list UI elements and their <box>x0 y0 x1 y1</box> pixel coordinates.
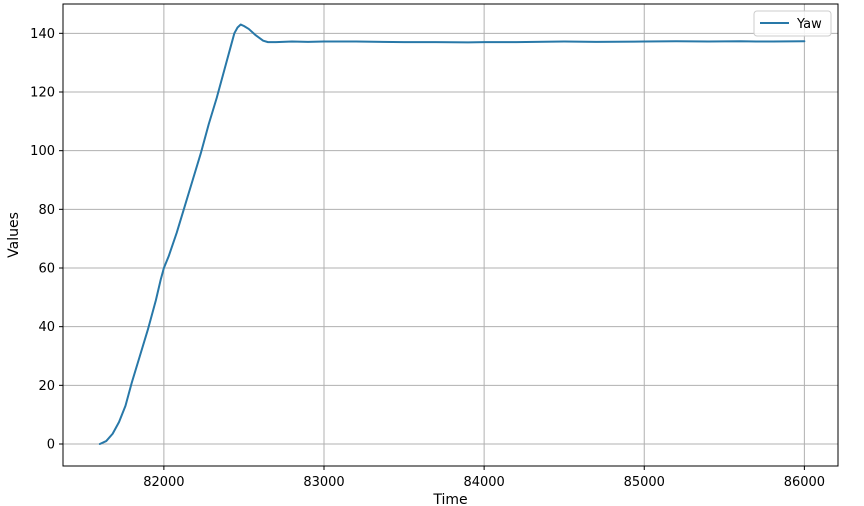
x-tick-label: 82000 <box>143 475 184 490</box>
legend-label-yaw: Yaw <box>796 17 822 32</box>
plot-frame <box>62 3 839 467</box>
y-tick-label: 40 <box>38 320 55 335</box>
y-tick-label: 60 <box>38 262 55 277</box>
grid-lines <box>63 4 838 466</box>
x-tick-label: 83000 <box>303 475 344 490</box>
x-tick-label: 86000 <box>784 475 825 490</box>
series-lines <box>98 23 806 445</box>
y-tick-label: 140 <box>30 27 55 42</box>
series-line-yaw <box>98 23 806 445</box>
x-tick-label: 84000 <box>463 475 504 490</box>
y-tick-label: 100 <box>30 144 55 159</box>
legend: Yaw <box>753 10 832 37</box>
axis-ticks: 82000 83000 84000 85000 86000 0 20 40 60 80 100 120… <box>30 27 825 490</box>
y-axis-label: Values <box>6 212 22 258</box>
y-tick-label: 20 <box>38 379 55 394</box>
x-axis-label: Time <box>432 492 467 506</box>
y-tick-label: 120 <box>30 86 55 101</box>
x-tick-label: 85000 <box>624 475 665 490</box>
y-tick-label: 80 <box>38 203 55 218</box>
legend-box <box>753 10 832 37</box>
y-tick-label: 0 <box>47 438 55 453</box>
